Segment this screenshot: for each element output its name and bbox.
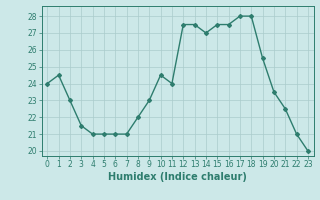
X-axis label: Humidex (Indice chaleur): Humidex (Indice chaleur) [108, 172, 247, 182]
